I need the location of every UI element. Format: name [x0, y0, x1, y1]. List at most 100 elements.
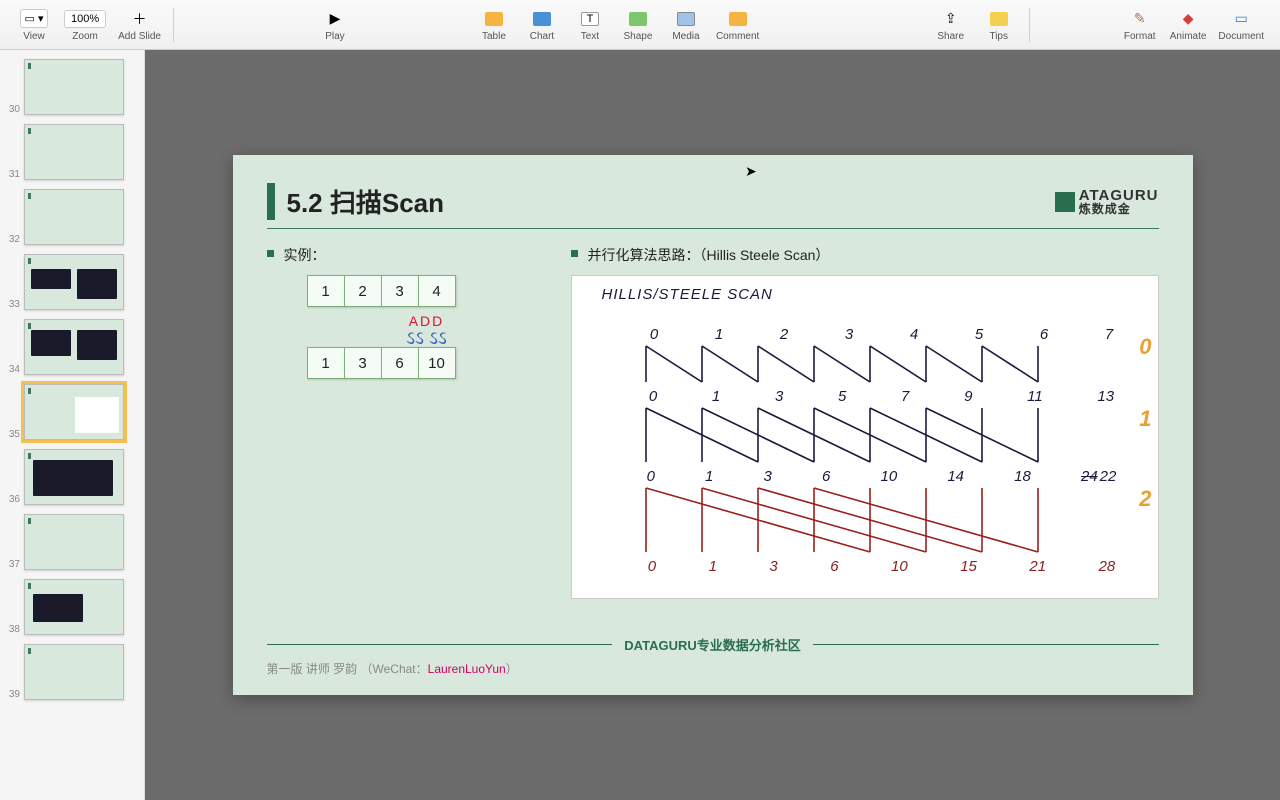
view-button[interactable]: ▭ ▾ View	[10, 6, 58, 44]
thumbnail-panel[interactable]: 3031323334 35 36 3738 39	[0, 50, 145, 800]
hw-val: 9	[964, 388, 972, 405]
hw-val: 2	[780, 326, 788, 343]
shape-button[interactable]: Shape	[614, 6, 662, 44]
comment-icon	[729, 12, 747, 26]
hw-val: 2422	[1081, 468, 1116, 485]
right-heading: 并行化算法思路：（Hillis Steele Scan）	[588, 245, 830, 265]
addslide-button[interactable]: ＋ Add Slide	[112, 6, 167, 44]
tips-button[interactable]: Tips	[975, 6, 1023, 44]
document-icon: ▭	[1235, 8, 1248, 30]
thumb-30[interactable]: 30	[0, 56, 144, 121]
cell: 4	[418, 275, 456, 307]
document-button[interactable]: ▭ Document	[1212, 6, 1270, 44]
thumb-preview	[24, 59, 124, 115]
hw-val: 6	[1040, 326, 1048, 343]
slide-footer: DATAGURU专业数据分析社区 第一版 讲师 罗韵 （WeChat：Laure…	[267, 635, 1159, 677]
chart-icon	[533, 12, 551, 26]
slide-title: 5.2 扫描Scan	[287, 183, 445, 220]
cell: 10	[418, 347, 456, 379]
thumb-31[interactable]: 31	[0, 121, 144, 186]
hw-row-0: 01234567	[572, 326, 1158, 343]
logo-text-sub: 炼数成金	[1079, 203, 1159, 215]
logo: ATAGURU 炼数成金	[1055, 188, 1159, 215]
thumb-32[interactable]: 32	[0, 186, 144, 251]
thumb-preview	[24, 384, 124, 440]
media-label: Media	[672, 31, 699, 42]
credit-post: ）	[506, 662, 518, 676]
hw-val: 28	[1099, 558, 1116, 575]
play-button[interactable]: ▶ Play	[300, 6, 370, 44]
separator	[1029, 8, 1030, 42]
left-column: 实例： 1234 ADD ઽઽ ઽઽ 13610	[267, 245, 547, 599]
hw-val: 10	[891, 558, 908, 575]
zoom-label: Zoom	[72, 31, 98, 42]
footer-brand: DATAGURU专业数据分析社区	[624, 635, 800, 654]
hw-val: 6	[822, 468, 830, 485]
share-button[interactable]: ⇪ Share	[927, 6, 975, 44]
thumb-34[interactable]: 34	[0, 316, 144, 381]
media-button[interactable]: Media	[662, 6, 710, 44]
animate-button[interactable]: ◆ Animate	[1164, 6, 1213, 44]
share-icon: ⇪	[945, 8, 957, 30]
hw-step-2: 2	[1139, 486, 1151, 512]
zigzag-icon: ઽઽ ઽઽ	[307, 331, 547, 345]
slide[interactable]: 5.2 扫描Scan ATAGURU 炼数成金 实例： 1234 ADD	[233, 155, 1193, 695]
footer-rule-r	[813, 644, 1159, 645]
credit-link[interactable]: LaurenLuoYun	[428, 662, 506, 676]
comment-button[interactable]: Comment	[710, 6, 765, 44]
example-diagram: 1234 ADD ઽઽ ઽઽ 13610	[307, 275, 547, 379]
text-label: Text	[581, 31, 599, 42]
hw-row-2: 01361014182422	[572, 468, 1158, 485]
shape-label: Shape	[623, 31, 652, 42]
hw-row-3: 013610152128	[572, 558, 1158, 575]
right-column: 并行化算法思路：（Hillis Steele Scan） HILLIS/STEE…	[571, 245, 1159, 599]
share-label: Share	[937, 31, 964, 42]
cell: 2	[344, 275, 382, 307]
thumb-number: 39	[4, 689, 20, 700]
zoom-button[interactable]: 100% Zoom	[58, 6, 112, 44]
shape-icon	[629, 12, 647, 26]
hw-val: 7	[1105, 326, 1113, 343]
hw-row-1: 0135791113	[572, 388, 1158, 405]
thumb-39[interactable]: 39	[0, 641, 144, 706]
hw-val: 4	[910, 326, 918, 343]
hw-val: 3	[769, 558, 777, 575]
media-icon	[677, 12, 695, 26]
hw-val: 5	[838, 388, 846, 405]
credit-pre: 第一版 讲师 罗韵 （WeChat：	[267, 662, 428, 676]
plus-icon: ＋	[133, 8, 147, 30]
thumb-37[interactable]: 37	[0, 511, 144, 576]
thumb-38[interactable]: 38	[0, 576, 144, 641]
thumb-number: 36	[4, 494, 20, 505]
input-array: 1234	[307, 275, 547, 307]
handwritten-diagram: HILLIS/STEELE SCAN 01234567 0135791113 0…	[571, 275, 1159, 599]
bullet-icon	[571, 250, 578, 257]
thumb-33[interactable]: 33	[0, 251, 144, 316]
hw-lines	[572, 276, 1112, 600]
format-label: Format	[1124, 31, 1156, 42]
thumb-36[interactable]: 36	[0, 446, 144, 511]
hw-val: 1	[709, 558, 717, 575]
text-icon: T	[581, 12, 599, 26]
left-heading: 实例：	[284, 245, 326, 265]
zoom-value: 100%	[64, 10, 106, 28]
text-button[interactable]: T Text	[566, 6, 614, 44]
table-button[interactable]: Table	[470, 6, 518, 44]
thumb-number: 35	[4, 429, 20, 440]
hw-val: 14	[947, 468, 964, 485]
bullet-right: 并行化算法思路：（Hillis Steele Scan）	[571, 245, 1159, 265]
hw-val: 3	[775, 388, 783, 405]
canvas-area[interactable]: ➤ 5.2 扫描Scan ATAGURU 炼数成金 实例： 1234	[145, 50, 1280, 800]
format-button[interactable]: ✎ Format	[1116, 6, 1164, 44]
thumb-35[interactable]: 35	[0, 381, 144, 446]
hw-step-0: 0	[1139, 334, 1151, 360]
table-icon	[485, 12, 503, 26]
chart-button[interactable]: Chart	[518, 6, 566, 44]
hw-val: 0	[650, 326, 658, 343]
cell: 6	[381, 347, 419, 379]
slide-body: 实例： 1234 ADD ઽઽ ઽઽ 13610 并行化算法思路：（Hillis…	[267, 245, 1159, 599]
thumb-preview	[24, 319, 124, 375]
thumb-preview	[24, 449, 124, 505]
table-label: Table	[482, 31, 506, 42]
thumb-preview	[24, 644, 124, 700]
